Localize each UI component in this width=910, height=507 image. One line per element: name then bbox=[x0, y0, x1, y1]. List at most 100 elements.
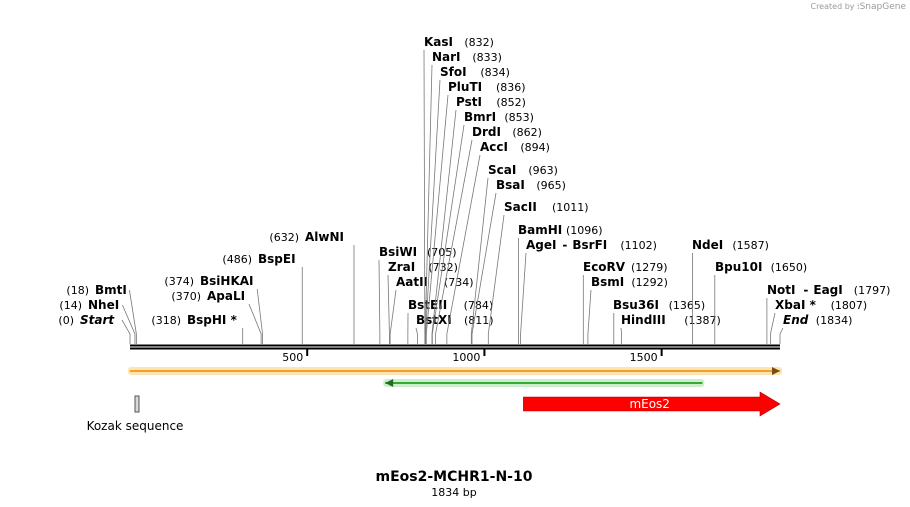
site-position: (0) bbox=[58, 314, 74, 327]
site-bmri: BmrI (853) bbox=[431, 110, 534, 344]
site-aatii: AatII (734) bbox=[389, 275, 474, 344]
feature-arrow bbox=[523, 391, 781, 417]
kozak-box bbox=[134, 395, 140, 413]
enzyme-name: PluTI bbox=[448, 80, 482, 94]
site-pluti: PluTI (836) bbox=[425, 80, 526, 344]
backbone-bottom-strand bbox=[130, 347, 780, 350]
site-leader-line bbox=[425, 94, 449, 344]
site-position: (1279) bbox=[631, 261, 668, 274]
enzyme-name: BsmI bbox=[591, 275, 624, 289]
enzyme-name: SfoI bbox=[440, 65, 467, 79]
enzyme-name: ScaI bbox=[488, 163, 516, 177]
enzyme-name: AlwNI bbox=[305, 230, 344, 244]
enzyme-name: BmrI bbox=[464, 110, 496, 124]
dna-backbone: 500 1000 1500 bbox=[130, 344, 780, 364]
site-bspei: (486) BspEI bbox=[222, 252, 303, 344]
site-position: (836) bbox=[496, 81, 526, 94]
enzyme-name: NdeI bbox=[692, 238, 723, 252]
site-position: (1387) bbox=[684, 314, 721, 327]
ruler-tick-label: 500 bbox=[282, 351, 303, 364]
site-bsai: BsaI (965) bbox=[471, 178, 566, 344]
enzyme-name: BamHI bbox=[518, 223, 562, 237]
site-position: (834) bbox=[480, 66, 510, 79]
enzyme-name: Bpu10I bbox=[715, 260, 762, 274]
site-drdi: DrdI (862) bbox=[435, 125, 542, 344]
site-hindiii: HindIII (1387) bbox=[620, 313, 721, 344]
snapgene-credit: Created by ⁞SnapGene bbox=[810, 2, 906, 12]
site-position: (1807) bbox=[831, 299, 868, 312]
site-bsmi: BsmI (1292) bbox=[587, 275, 668, 344]
site-position: (1292) bbox=[631, 276, 668, 289]
site-bsphi: (318) BspHI * bbox=[151, 313, 244, 344]
site-sacii: SacII (1011) bbox=[487, 200, 589, 344]
enzyme-name: NotI bbox=[767, 283, 796, 297]
enzyme-name: ApaLI bbox=[207, 289, 245, 303]
site-leader-line bbox=[387, 274, 390, 344]
site-alwni: (632) AlwNI bbox=[269, 230, 355, 344]
feature-label: Kozak sequence bbox=[87, 419, 184, 433]
credit-prefix: Created by bbox=[810, 2, 855, 11]
enzyme-separator: - bbox=[562, 238, 567, 252]
restriction-sites: (0) Start(14) NheI(18) BmtI(318) BspHI *(370… bbox=[58, 35, 890, 344]
site-xbai: XbaI * (1807) bbox=[770, 298, 867, 344]
enzyme-name: BspHI * bbox=[187, 313, 238, 327]
site-position: (784) bbox=[464, 299, 494, 312]
site-position: (852) bbox=[496, 96, 526, 109]
site-leader-line bbox=[121, 319, 131, 344]
site-bamhi: BamHI (1096) bbox=[518, 223, 603, 344]
feature-meos2: mEos2 bbox=[523, 391, 781, 417]
site-position: (862) bbox=[512, 126, 542, 139]
site-bsiwi: BsiWI (705) bbox=[378, 245, 457, 344]
site-leader-line bbox=[471, 192, 497, 344]
ruler-tick-label: 1500 bbox=[630, 351, 658, 364]
site-position: (18) bbox=[66, 284, 89, 297]
site-leader-line bbox=[520, 252, 527, 344]
site-position: (1365) bbox=[669, 299, 706, 312]
snapgene-logo-icon: ⁞ bbox=[857, 2, 860, 11]
site-position: (486) bbox=[222, 253, 252, 266]
site-position: (734) bbox=[444, 276, 474, 289]
enzyme-name: HindIII bbox=[621, 313, 666, 327]
enzyme-name: ZraI bbox=[388, 260, 415, 274]
site-agei-bsrfi: AgeI - BsrFI (1102) bbox=[520, 238, 657, 344]
site-position: (832) bbox=[464, 36, 494, 49]
site-position: (1096) bbox=[566, 224, 603, 237]
site-position: (318) bbox=[151, 314, 181, 327]
enzyme-name-secondary: BsrFI bbox=[572, 238, 607, 252]
sequence-length: 1834 bp bbox=[431, 486, 476, 499]
site-leader-line bbox=[446, 154, 481, 344]
site-scai: ScaI (963) bbox=[470, 163, 558, 344]
site-leader-line bbox=[431, 124, 465, 344]
site-position: (1797) bbox=[854, 284, 891, 297]
enzyme-separator: - bbox=[803, 283, 808, 297]
site-leader-line bbox=[587, 289, 592, 344]
enzyme-name: SacII bbox=[504, 200, 537, 214]
feature-label: mEos2 bbox=[629, 397, 670, 411]
site-zrai: ZraI (732) bbox=[387, 260, 458, 344]
site-ndei: NdeI (1587) bbox=[692, 238, 769, 344]
enzyme-name: EcoRV bbox=[583, 260, 626, 274]
site-leader-line bbox=[248, 303, 262, 344]
enzyme-name: Bsu36I bbox=[613, 298, 659, 312]
site-position: (370) bbox=[171, 290, 201, 303]
site-bmti: (18) BmtI bbox=[66, 283, 137, 344]
site-position: (14) bbox=[59, 299, 82, 312]
site-position: (833) bbox=[472, 51, 502, 64]
site-leader-line bbox=[620, 327, 622, 344]
site-position: (965) bbox=[536, 179, 566, 192]
site-position: (632) bbox=[269, 231, 299, 244]
enzyme-name: AatII bbox=[396, 275, 428, 289]
site-leader-line bbox=[256, 288, 263, 344]
features: mEos2 Kozak sequence bbox=[87, 391, 781, 433]
site-position: (811) bbox=[464, 314, 494, 327]
enzyme-name: NheI bbox=[88, 298, 119, 312]
site-apali: (370) ApaLI bbox=[171, 289, 262, 344]
site-leader-line bbox=[425, 79, 441, 344]
site-noti-eagi: NotI - EagI (1797) bbox=[766, 283, 891, 344]
site-position: (894) bbox=[520, 141, 550, 154]
site-position: (1102) bbox=[620, 239, 657, 252]
site-leader-line bbox=[770, 312, 776, 344]
map-title: mEos2-MCHR1-N-10 bbox=[376, 469, 533, 485]
enzyme-name: PstI bbox=[456, 95, 482, 109]
